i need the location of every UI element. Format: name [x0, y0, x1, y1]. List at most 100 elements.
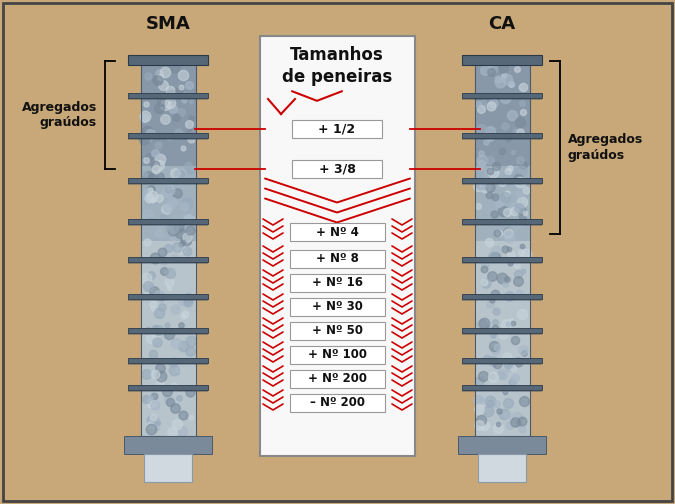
- Point: [146, 334, 157, 342]
- Point: [178, 91, 189, 99]
- Point: [518, 246, 529, 254]
- Point: [185, 226, 196, 234]
- Point: [487, 373, 498, 381]
- Point: [487, 371, 497, 380]
- Point: [503, 320, 514, 328]
- Point: [142, 188, 153, 196]
- Point: [143, 153, 154, 161]
- Point: [485, 133, 495, 141]
- Point: [165, 398, 176, 406]
- Text: + 1/2: + 1/2: [319, 122, 356, 136]
- Point: [508, 207, 519, 215]
- Point: [520, 250, 531, 259]
- Point: [176, 243, 186, 251]
- Point: [165, 86, 176, 94]
- Point: [168, 226, 179, 234]
- Point: [489, 193, 500, 201]
- Point: [479, 278, 489, 286]
- Point: [490, 318, 501, 326]
- Point: [493, 75, 504, 83]
- Point: [160, 115, 171, 123]
- Point: [140, 156, 151, 164]
- Point: [482, 325, 493, 333]
- Point: [497, 178, 508, 186]
- Point: [512, 257, 522, 265]
- Point: [185, 337, 196, 345]
- Bar: [290, 346, 385, 364]
- Point: [169, 255, 180, 263]
- Point: [147, 300, 158, 308]
- Point: [167, 198, 178, 206]
- Point: [159, 189, 170, 197]
- Point: [175, 108, 186, 116]
- Bar: [144, 454, 192, 482]
- Point: [483, 407, 493, 415]
- Point: [499, 71, 510, 79]
- Point: [485, 397, 495, 405]
- Point: [151, 165, 161, 173]
- Point: [169, 366, 180, 374]
- Point: [516, 198, 527, 206]
- Point: [159, 267, 169, 275]
- Point: [518, 108, 529, 116]
- Point: [157, 213, 168, 221]
- Point: [176, 240, 186, 248]
- Point: [503, 244, 514, 253]
- Point: [487, 64, 498, 72]
- Point: [510, 203, 520, 211]
- Point: [476, 125, 487, 133]
- Point: [496, 370, 507, 378]
- Point: [141, 370, 152, 379]
- Point: [479, 67, 490, 75]
- Point: [154, 291, 165, 299]
- Point: [156, 97, 167, 105]
- Point: [506, 110, 517, 118]
- Point: [163, 203, 173, 211]
- Point: [505, 421, 516, 429]
- Point: [163, 278, 174, 286]
- Point: [163, 185, 173, 193]
- Point: [159, 257, 169, 265]
- Bar: [462, 178, 542, 183]
- Point: [516, 310, 527, 319]
- Point: [153, 141, 163, 149]
- Bar: [128, 138, 208, 140]
- Bar: [290, 298, 385, 316]
- Point: [506, 317, 516, 325]
- Point: [517, 214, 528, 222]
- Bar: [462, 224, 542, 226]
- Point: [510, 374, 520, 382]
- Point: [474, 172, 485, 180]
- Point: [145, 399, 156, 407]
- Point: [491, 247, 502, 256]
- Point: [183, 125, 194, 133]
- Point: [477, 156, 488, 164]
- Point: [503, 228, 514, 236]
- Bar: [475, 61, 530, 436]
- Point: [144, 186, 155, 194]
- Point: [182, 215, 193, 223]
- Point: [164, 97, 175, 105]
- Point: [485, 65, 495, 73]
- Point: [182, 298, 193, 306]
- Point: [488, 331, 499, 339]
- Point: [176, 426, 187, 434]
- Text: + Nº 100: + Nº 100: [308, 348, 367, 361]
- Point: [514, 128, 525, 136]
- Point: [184, 216, 194, 224]
- Point: [177, 144, 188, 152]
- Point: [149, 401, 160, 409]
- Point: [142, 172, 153, 180]
- Point: [516, 206, 526, 214]
- Point: [518, 397, 529, 405]
- Text: CA: CA: [489, 15, 516, 33]
- Point: [152, 76, 163, 84]
- Point: [143, 282, 154, 290]
- Point: [140, 396, 151, 404]
- Point: [491, 360, 502, 368]
- Bar: [462, 299, 542, 301]
- Point: [517, 83, 528, 91]
- Text: + 3/8: + 3/8: [319, 162, 356, 175]
- Point: [175, 229, 186, 237]
- Point: [493, 424, 504, 432]
